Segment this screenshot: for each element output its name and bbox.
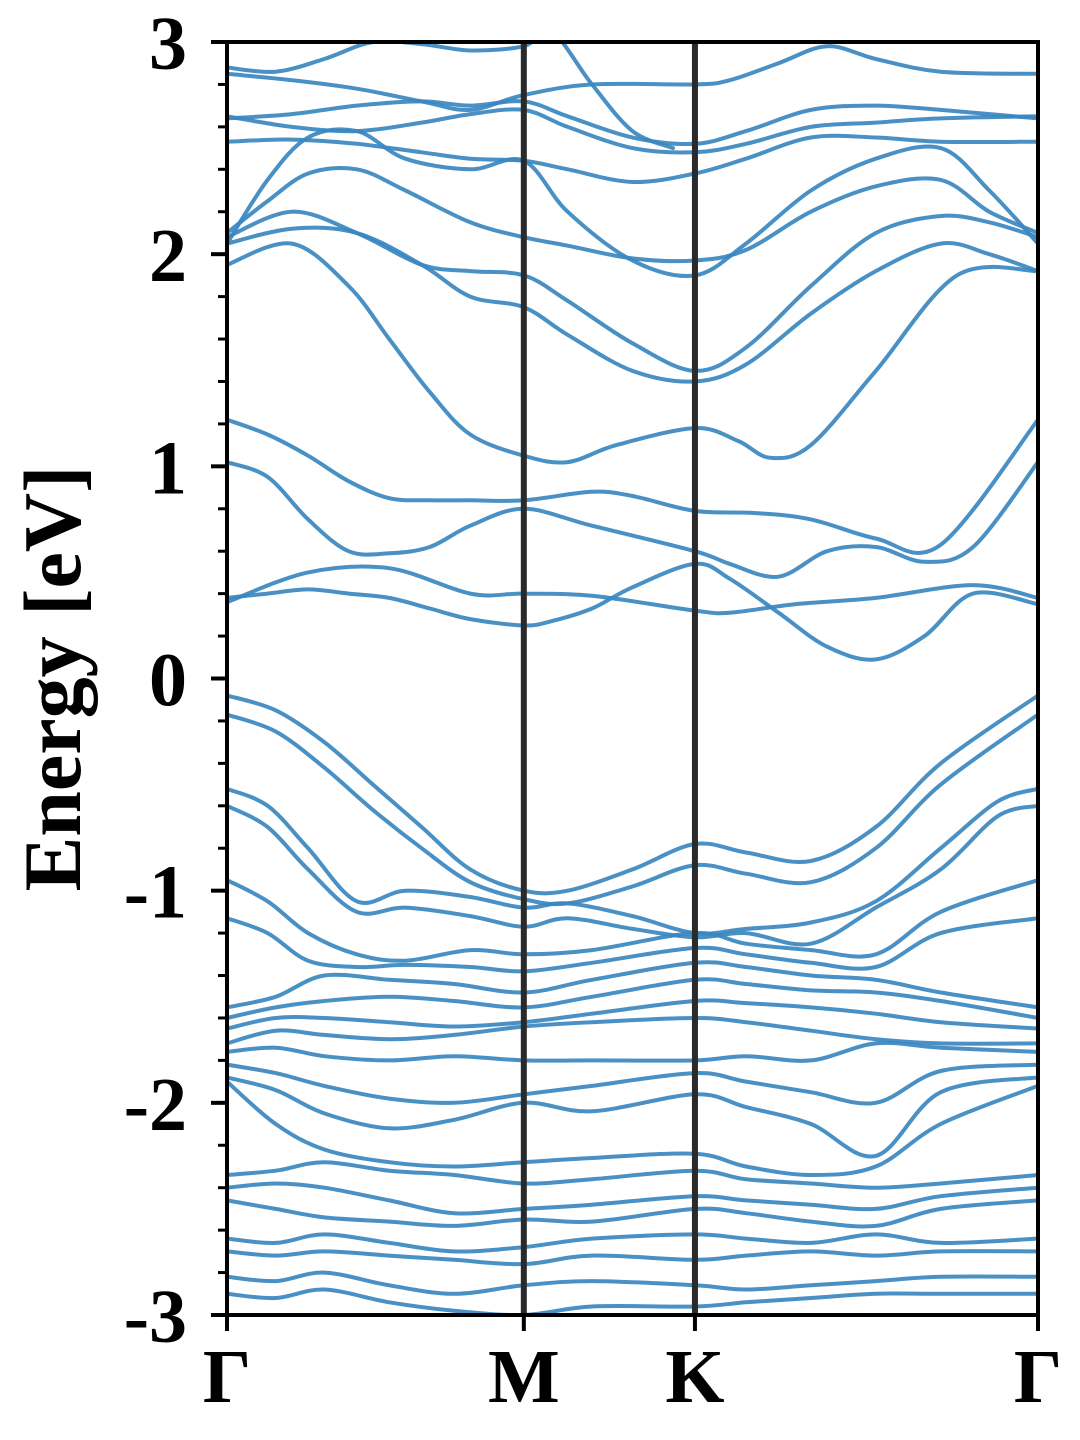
band-line-20 [227,960,1038,1010]
band-line-28 [227,1160,1038,1190]
band-line-1 [227,564,1038,616]
band-line-26 [227,1075,1038,1159]
band-line-22 [227,998,1038,1031]
y-tick-label-3: 0 [149,639,187,723]
y-tick-label-2: -1 [124,851,187,935]
band-line-12 [227,44,1038,112]
high-symmetry-lines [520,42,698,1315]
y-tick-label-5: 2 [149,214,187,298]
band-line-4 [227,241,1038,465]
band-line-27 [227,1079,1038,1177]
band-line-0 [227,561,1038,662]
band-line-18 [227,878,1038,963]
band-line-11 [227,99,1038,147]
band-line-8 [227,127,1038,278]
band-line-14 [227,693,1038,896]
band-line-3 [227,417,1038,555]
plot-frame [225,40,1040,1317]
y-tick-label-1: -2 [124,1063,187,1147]
x-tick-label-2: K [665,1335,724,1419]
y-axis-label: Energy [eV] [7,466,98,892]
y-ticks: -3 -2 -1 0 1 2 3 [124,2,227,1359]
bands-group [227,42,1038,1315]
band-line-5 [227,225,1038,384]
band-line-15 [227,712,1038,907]
band-line-30 [227,1198,1038,1229]
y-tick-label-6: 3 [149,2,187,86]
band-line-33 [227,1270,1038,1296]
band-line-23 [227,1016,1038,1046]
band-line-29 [227,1181,1038,1216]
band-line-6 [227,209,1038,373]
x-tick-label-1: M [488,1335,560,1419]
band-line-9 [227,133,1038,185]
band-line-32 [227,1249,1038,1267]
band-line-19 [227,916,1038,974]
band-line-24 [227,1040,1038,1063]
band-line-10 [227,107,1038,155]
y-tick-label-0: -3 [124,1275,187,1359]
band-line-13 [227,42,675,151]
band-line-25 [227,1062,1038,1106]
band-line-31 [227,1232,1038,1254]
x-tick-label-0: Γ [203,1335,251,1419]
x-tick-label-3: Γ [1014,1335,1062,1419]
band-line-16 [227,786,1038,936]
band-line-34 [227,1287,1038,1315]
band-line-17 [227,803,1038,947]
band-line-7 [227,166,1038,264]
band-line-2 [227,460,1038,579]
y-tick-label-4: 1 [149,426,187,510]
band-line-21 [227,977,1038,1020]
